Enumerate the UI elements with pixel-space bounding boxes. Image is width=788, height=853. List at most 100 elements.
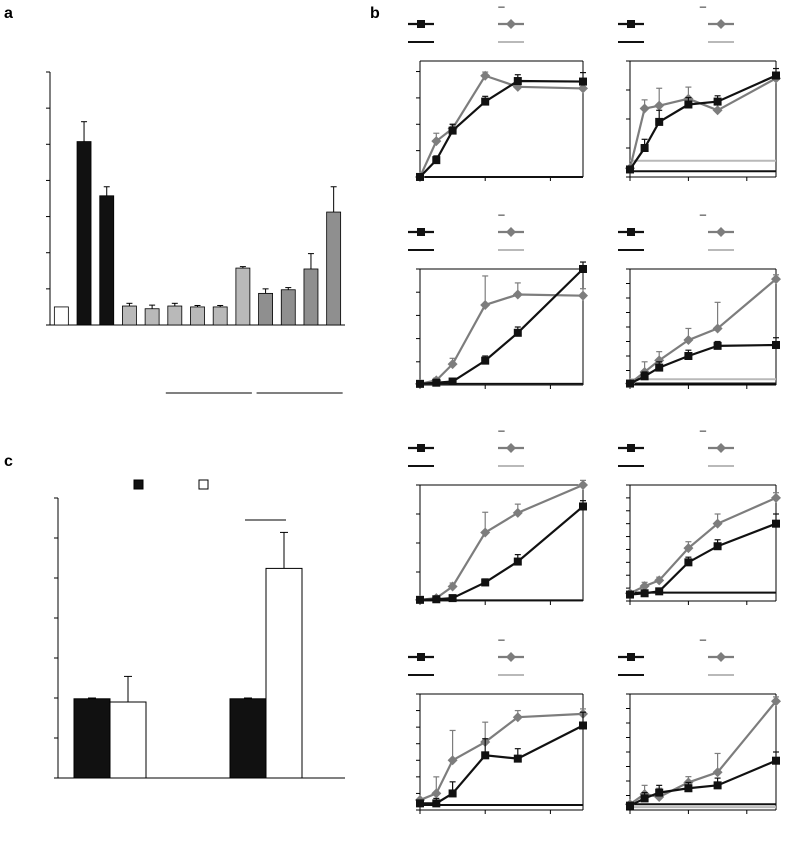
panel-b8-legend-marker	[716, 652, 726, 662]
panel-b6-data-point	[654, 575, 665, 586]
panel-b4-title-dash: –	[700, 209, 707, 221]
panel-b8-series-line	[629, 759, 777, 807]
panel-b7-title: –	[498, 634, 505, 646]
panel-b2-data-point	[684, 100, 693, 109]
panel-b6-data-point	[772, 519, 780, 528]
panel-b1-legend-marker	[417, 20, 425, 28]
panel-b6-series-line	[629, 496, 777, 595]
panel-a-bar	[190, 306, 205, 326]
panel-b7-data-point	[579, 721, 587, 730]
panel-b6-chart: –	[618, 425, 781, 605]
panel-b8-data-point	[626, 801, 634, 810]
panel-b2-data-point	[654, 100, 665, 111]
panel-b2-data-point	[626, 165, 634, 174]
panel-a-chart	[46, 71, 345, 394]
panel-b2-data-point	[639, 103, 650, 114]
panel-b-letter: b	[370, 5, 380, 22]
panel-b2-legend-marker	[627, 20, 635, 28]
panel-b6-data-point	[684, 558, 693, 567]
panel-b6-legend-marker	[627, 444, 635, 452]
panel-b2-title: –	[700, 1, 707, 13]
panel-b2-chart: –	[618, 1, 781, 181]
panel-c-legend-swatch	[133, 479, 144, 490]
panel-b3-legend-marker	[417, 228, 425, 236]
panel-b8-data-point	[771, 696, 781, 707]
panel-b1-data-point	[579, 77, 587, 86]
panel-b8-title-dash: –	[700, 634, 707, 646]
panel-b7-data-point	[431, 788, 442, 799]
panel-b6-legend-marker	[716, 443, 726, 453]
panel-b6-data-point	[655, 587, 664, 596]
panel-b4-data-point	[713, 341, 722, 350]
panel-b5-data-point	[512, 507, 523, 518]
panel-b5-chart: –	[408, 425, 588, 605]
panel-b3-data-point	[481, 356, 490, 365]
panel-b5-series-line	[419, 505, 584, 601]
panel-a-bar	[235, 267, 251, 326]
panel-b3-data-point	[480, 299, 491, 310]
panel-b5-legend-marker	[417, 444, 425, 452]
panel-a-bar	[280, 289, 296, 326]
panel-b5-data-point	[481, 578, 490, 587]
panel-b7-data-point	[432, 799, 441, 808]
panel-a-bar	[122, 305, 137, 326]
panel-b7-data-point	[447, 755, 458, 766]
panel-b4-data-point	[655, 363, 664, 372]
panel-b8-data-point	[655, 788, 664, 797]
panel-b1-data-point	[431, 136, 442, 147]
panel-b3-data-point	[578, 290, 588, 301]
panel-c-bar	[229, 698, 267, 779]
panel-b1-title-dash: –	[498, 1, 505, 13]
panel-b8-data-point	[772, 756, 780, 765]
panel-b3-data-point	[448, 377, 457, 386]
panel-b3-legend-marker	[506, 227, 516, 237]
panel-b7-legend-marker	[417, 653, 425, 661]
panel-a-bar	[53, 306, 69, 326]
panel-b7-data-point	[481, 751, 490, 760]
panel-b4-data-point	[772, 340, 780, 349]
panel-a-bar	[258, 292, 273, 326]
panel-b5-data-point	[578, 480, 588, 490]
panel-b5-data-point	[480, 527, 491, 538]
panel-b2-title-dash: –	[700, 1, 707, 13]
panel-b3-series-line	[419, 268, 584, 385]
panel-a-bar	[303, 268, 319, 326]
panel-b5-series-line	[419, 483, 584, 601]
panel-b3-data-point	[416, 379, 424, 388]
panel-b1-data-point	[481, 97, 490, 106]
panel-b1-series-line	[418, 74, 584, 178]
panel-b5-data-point	[513, 557, 522, 566]
panel-a-bar	[212, 306, 228, 326]
panel-b8-series-line	[629, 700, 777, 806]
panel-b4-chart: –	[618, 209, 781, 389]
panel-a-letter: a	[4, 5, 13, 22]
panel-a-bar	[99, 195, 115, 326]
panel-b2-series-line	[628, 77, 777, 169]
panel-b8-data-point	[640, 794, 649, 803]
panel-b2-data-point	[712, 105, 723, 116]
panel-b7-data-point	[448, 789, 457, 798]
panel-b4-data-point	[712, 323, 723, 334]
panel-c-letter: c	[4, 453, 13, 470]
panel-b6-data-point	[626, 590, 634, 599]
panel-b3-chart: –	[408, 209, 588, 389]
panel-a-bar	[144, 308, 160, 326]
panel-b6-title: –	[700, 425, 707, 437]
panel-b4-data-point	[684, 352, 693, 360]
panel-b6-data-point	[683, 543, 694, 554]
panel-b3-data-point	[447, 359, 458, 370]
panel-b8-legend-marker	[627, 653, 635, 661]
panel-c-bar	[109, 701, 147, 779]
panel-b3-data-point	[513, 328, 522, 337]
panel-c-legend-swatch	[198, 479, 209, 490]
panel-b4-data-point	[771, 274, 781, 285]
panel-b2-legend-marker	[716, 19, 726, 29]
panel-b5-legend-marker	[506, 443, 516, 453]
panel-b5-data-point	[432, 595, 441, 604]
panel-b6-data-point	[771, 492, 781, 503]
panel-b1-data-point	[578, 83, 588, 94]
panel-b2-data-point	[655, 117, 664, 126]
panel-b4-legend-marker	[627, 228, 635, 236]
panel-b7-title-dash: –	[498, 634, 505, 646]
panel-b7-data-point	[513, 754, 522, 763]
